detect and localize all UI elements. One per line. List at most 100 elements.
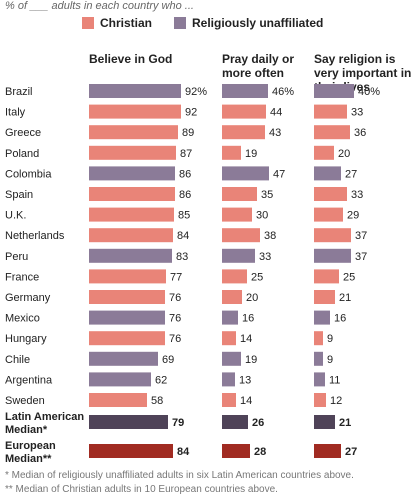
value-label-france-believe: 77 (170, 271, 182, 283)
value-label-poland-believe: 87 (180, 148, 192, 160)
value-label-european-median-believe: 84 (177, 446, 190, 458)
row-label-germany: Germany (5, 292, 51, 304)
value-label-france-pray: 25 (251, 271, 263, 283)
bar-germany-pray (222, 290, 242, 304)
bar-sweden-pray (222, 393, 236, 407)
bar-hungary-importance (314, 331, 323, 346)
value-label-greece-believe: 89 (182, 127, 194, 139)
bar-european-median-believe (89, 444, 173, 458)
row-label-hungary: Hungary (5, 333, 47, 345)
bar-u-k-pray (222, 207, 252, 222)
value-label-germany-believe: 76 (169, 292, 181, 304)
row-label-brazil: Brazil (5, 86, 33, 98)
value-label-italy-importance: 33 (351, 107, 363, 119)
value-label-colombia-believe: 86 (179, 168, 191, 180)
value-label-brazil-believe: 92% (185, 86, 207, 98)
row-label-mexico: Mexico (5, 313, 40, 325)
value-label-brazil-pray: 46% (272, 86, 294, 98)
column-header-importance: Say religion is very important in their … (314, 52, 412, 94)
row-label-france: France (5, 271, 39, 283)
value-label-greece-pray: 43 (269, 127, 281, 139)
value-label-peru-pray: 33 (259, 251, 271, 263)
chart-subtitle: % of ___ adults in each country who ... (5, 0, 194, 12)
bar-european-median-pray (222, 444, 250, 458)
value-label-italy-pray: 44 (270, 107, 282, 119)
bar-germany-believe (89, 290, 165, 304)
row-label-spain: Spain (5, 189, 33, 201)
bar-poland-believe (89, 145, 176, 160)
value-label-mexico-believe: 76 (169, 313, 181, 325)
legend-label-christian: Christian (100, 16, 153, 30)
bar-germany-importance (314, 290, 335, 304)
row-label-chile: Chile (5, 354, 30, 366)
bar-latin-median-believe (89, 415, 168, 429)
bar-latin-median-pray (222, 415, 248, 429)
bar-brazil-importance (314, 84, 354, 98)
bar-poland-pray (222, 145, 241, 160)
value-label-brazil-importance: 40% (358, 86, 380, 98)
bar-italy-pray (222, 104, 266, 119)
bar-greece-believe (89, 125, 178, 140)
value-label-u-k-pray: 30 (256, 210, 268, 222)
bar-mexico-importance (314, 310, 330, 325)
bar-greece-importance (314, 125, 350, 140)
bar-argentina-pray (222, 372, 235, 387)
bar-france-pray (222, 269, 247, 284)
value-label-hungary-importance: 9 (327, 333, 333, 345)
bar-netherlands-importance (314, 228, 351, 243)
value-label-spain-pray: 35 (261, 189, 273, 201)
legend-swatch-christian (82, 17, 94, 29)
value-label-latin-median-pray: 26 (252, 417, 264, 429)
value-label-colombia-pray: 47 (273, 168, 285, 180)
bar-hungary-pray (222, 331, 236, 346)
column-header-believe: Believe in God (89, 52, 173, 66)
bar-european-median-importance (314, 444, 341, 458)
bar-spain-importance (314, 187, 347, 201)
bar-netherlands-believe (89, 228, 173, 243)
value-label-spain-believe: 86 (179, 189, 191, 201)
value-label-greece-importance: 36 (354, 127, 366, 139)
bar-spain-pray (222, 187, 257, 201)
row-label-sweden: Sweden (5, 395, 45, 407)
value-label-chile-pray: 19 (245, 354, 257, 366)
bar-spain-believe (89, 187, 175, 201)
value-label-france-importance: 25 (343, 271, 355, 283)
value-label-sweden-importance: 12 (330, 395, 342, 407)
bar-u-k-believe (89, 207, 174, 222)
value-label-argentina-importance: 11 (329, 374, 340, 386)
bar-mexico-pray (222, 310, 238, 325)
row-label-european-median: European Median** (5, 440, 56, 465)
value-label-latin-median-importance: 21 (339, 417, 351, 429)
row-label-greece: Greece (5, 127, 41, 139)
value-label-european-median-pray: 28 (254, 446, 266, 458)
value-label-u-k-importance: 29 (347, 210, 359, 222)
bar-brazil-believe (89, 84, 181, 98)
bar-u-k-importance (314, 207, 343, 222)
column-header-pray: Pray daily or more often (222, 52, 295, 80)
bar-peru-believe (89, 248, 172, 263)
row-label-u-k: U.K. (5, 210, 26, 222)
value-label-argentina-pray: 13 (239, 374, 251, 386)
row-label-colombia: Colombia (5, 168, 52, 180)
bar-greece-pray (222, 125, 265, 140)
bar-colombia-pray (222, 166, 269, 181)
value-label-peru-importance: 37 (355, 251, 367, 263)
value-label-colombia-importance: 27 (345, 168, 357, 180)
legend-swatch-unaffiliated (174, 17, 186, 29)
row-label-peru: Peru (5, 251, 28, 263)
bar-netherlands-pray (222, 228, 260, 243)
row-label-poland: Poland (5, 148, 39, 160)
legend-label-unaffiliated: Religiously unaffiliated (192, 16, 324, 30)
bar-chile-believe (89, 351, 158, 366)
value-label-european-median-importance: 27 (345, 446, 357, 458)
value-label-sweden-believe: 58 (151, 395, 163, 407)
value-label-spain-importance: 33 (351, 189, 363, 201)
legend-christian: Christian (82, 16, 152, 30)
bar-chile-importance (314, 351, 323, 366)
bar-brazil-pray (222, 84, 268, 98)
value-label-sweden-pray: 14 (240, 395, 252, 407)
bar-argentina-believe (89, 372, 151, 387)
bar-sweden-believe (89, 393, 147, 407)
bar-poland-importance (314, 145, 334, 160)
row-label-netherlands: Netherlands (5, 230, 65, 242)
